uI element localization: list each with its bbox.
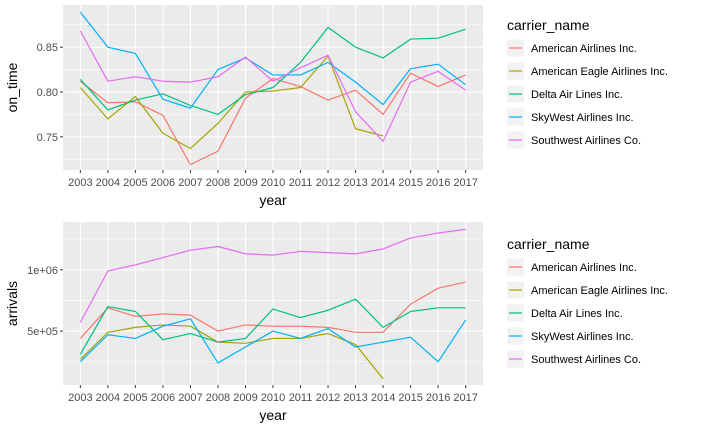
- x-tick-label: 2016: [426, 392, 450, 404]
- y-tick-label: 0.85: [37, 42, 58, 54]
- series-line-4: [79, 11, 467, 109]
- legend-label: American Airlines Inc.: [531, 43, 637, 55]
- x-tick-label: 2006: [151, 177, 175, 189]
- legend-label: Delta Air Lines Inc.: [531, 89, 623, 101]
- x-tick-label: 2012: [316, 392, 340, 404]
- series-line-2: [79, 55, 384, 150]
- x-tick-label: 2007: [178, 177, 202, 189]
- legend-title: carrier_name: [507, 17, 590, 33]
- x-tick-label: 2008: [206, 177, 230, 189]
- series-line-1: [79, 72, 466, 166]
- x-tick-label: 2015: [398, 392, 422, 404]
- chart-panel-1: 0.75 0.80 0.85 2003 2004 2005 2006 2007 2008 2009…: [4, 5, 668, 208]
- series-line-2: [79, 324, 384, 380]
- x-tick-label: 2017: [453, 392, 477, 404]
- legend-label: American Eagle Airlines Inc.: [531, 66, 668, 78]
- series-line-1: [79, 281, 466, 339]
- x-tick-label: 2005: [123, 392, 147, 404]
- legend-label: Southwest Airlines Co.: [531, 354, 641, 366]
- y-tick-label: 5e+05: [27, 326, 58, 338]
- x-tick-label: 2011: [289, 392, 313, 404]
- y-axis-title: arrivals: [4, 281, 20, 326]
- x-tick-label: 2013: [343, 392, 367, 404]
- x-tick-label: 2007: [178, 392, 202, 404]
- legend: carrier_name American Airlines Inc. Americ…: [507, 236, 668, 368]
- x-tick-label: 2014: [371, 177, 395, 189]
- x-tick-label: 2009: [233, 392, 257, 404]
- legend-label: Delta Air Lines Inc.: [531, 308, 623, 320]
- x-tick-label: 2005: [123, 177, 147, 189]
- legend-label: SkyWest Airlines Inc.: [531, 331, 634, 343]
- x-tick-label: 2012: [316, 177, 340, 189]
- x-axis-title: year: [259, 192, 287, 208]
- legend: carrier_name American Airlines Inc. Americ…: [507, 17, 668, 149]
- x-tick-label: 2015: [398, 177, 422, 189]
- legend-label: Southwest Airlines Co.: [531, 135, 641, 147]
- y-axis-title: on_time: [4, 62, 20, 112]
- series-line-5: [79, 228, 466, 323]
- y-tick-label: 1e+06: [27, 265, 58, 277]
- series-line-3: [79, 26, 466, 115]
- x-tick-label: 2003: [68, 392, 92, 404]
- x-tick-label: 2003: [68, 177, 92, 189]
- legend-label: SkyWest Airlines Inc.: [531, 112, 634, 124]
- x-tick-label: 2013: [343, 177, 367, 189]
- x-tick-label: 2004: [96, 392, 120, 404]
- x-tick-label: 2006: [151, 392, 175, 404]
- x-tick-label: 2009: [233, 177, 257, 189]
- x-tick-label: 2010: [261, 177, 285, 189]
- x-tick-label: 2016: [426, 177, 450, 189]
- legend-title: carrier_name: [507, 236, 590, 252]
- series-line-4: [79, 318, 467, 364]
- x-tick-label: 2017: [453, 177, 477, 189]
- legend-label: American Airlines Inc.: [531, 262, 637, 274]
- y-tick-label: 0.75: [37, 132, 58, 144]
- series-line-3: [79, 298, 466, 355]
- x-tick-label: 2011: [289, 177, 313, 189]
- x-tick-label: 2008: [206, 392, 230, 404]
- series-line-5: [79, 30, 466, 142]
- y-tick-label: 0.80: [37, 87, 58, 99]
- x-axis-title: year: [259, 407, 287, 423]
- chart-panel-2: 5e+05 1e+06 2003 2004 2005 2006 2007 2008 2009 20…: [4, 222, 668, 423]
- x-tick-label: 2014: [371, 392, 395, 404]
- x-tick-label: 2004: [96, 177, 120, 189]
- legend-label: American Eagle Airlines Inc.: [531, 285, 668, 297]
- x-tick-label: 2010: [261, 392, 285, 404]
